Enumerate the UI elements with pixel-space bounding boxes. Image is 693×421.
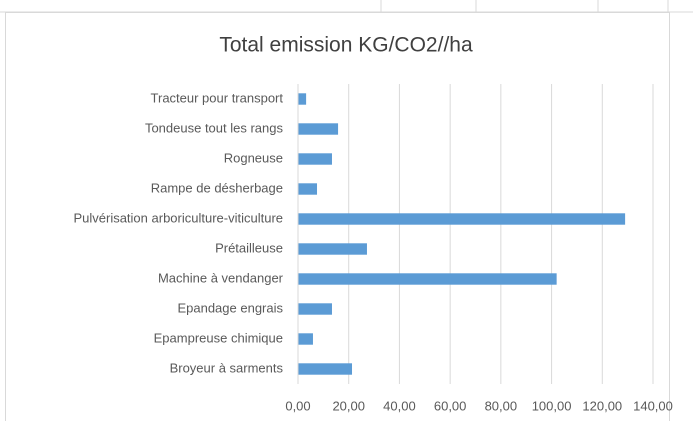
y-tick-label: Broyeur à sarments [170,360,284,375]
y-tick-label: Rogneuse [224,150,283,165]
y-tick-label: Machine à vendanger [158,270,284,285]
y-tick-label: Tondeuse tout les rangs [145,120,284,135]
bar [298,273,557,285]
y-tick-label: Pulvérisation arboriculture-viticulture [73,210,283,225]
bar [298,303,332,315]
x-tick-label: 80,00 [485,398,518,413]
bar [298,333,313,345]
y-tick-label: Rampe de désherbage [151,180,283,195]
sheet-gridlines [0,0,693,13]
chart-title: Total emission KG/CO2//ha [219,34,473,57]
bar [298,123,339,135]
y-tick-label: Prétailleuse [215,240,283,255]
x-tick-label: 120,00 [582,398,622,413]
x-tick-label: 20,00 [332,398,365,413]
x-tick-label: 60,00 [434,398,467,413]
x-tick-label: 40,00 [383,398,416,413]
y-tick-label: Tracteur pour transport [151,90,284,105]
y-tick-label: Epandage engrais [177,300,283,315]
bar [298,93,307,105]
bar [298,153,332,165]
y-tick-label: Epampreuse chimique [154,330,283,345]
bar [298,183,318,195]
bar [298,243,367,255]
bar [298,363,353,375]
x-tick-label: 100,00 [532,398,572,413]
bar [298,213,626,225]
x-tick-label: 0,00 [285,398,310,413]
x-tick-label: 140,00 [633,398,673,413]
